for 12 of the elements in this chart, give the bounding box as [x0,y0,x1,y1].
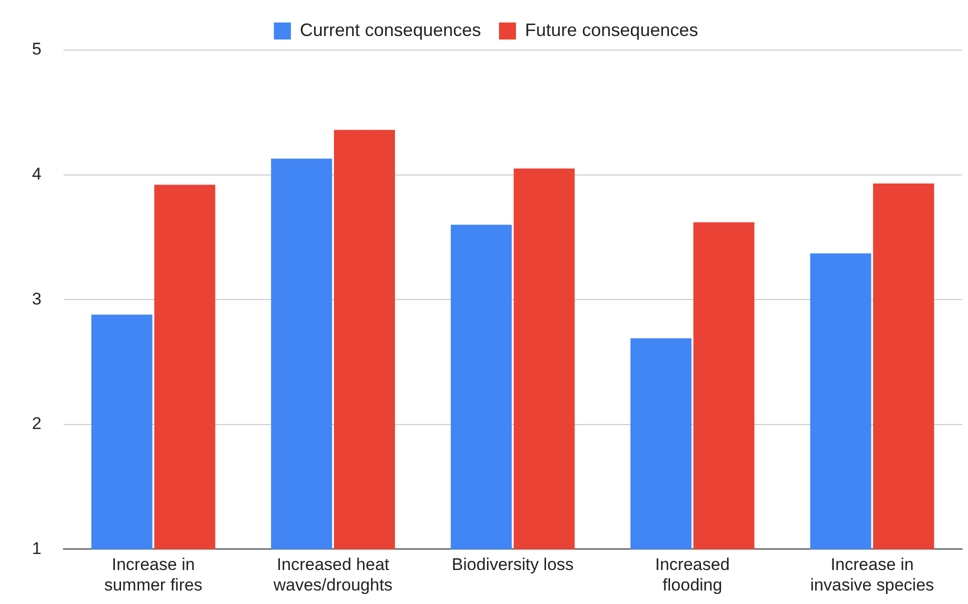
y-tick-label: 1 [32,538,42,558]
y-tick-label: 3 [32,289,42,308]
y-tick-label: 5 [32,40,42,59]
y-tick-label: 2 [32,414,42,434]
x-tick-label: Increase in summer fires [104,555,202,594]
y-tick-label: 4 [32,164,42,184]
legend-label: Current consequences [300,20,481,40]
legend-label: Future consequences [525,20,698,40]
x-tick-label: Increased heat waves/droughts [272,555,393,594]
x-tick-label: Increased flooding [655,555,730,594]
x-tick-label: Biodiversity loss [452,555,574,574]
x-tick-label: Increase in invasive species [810,555,934,594]
